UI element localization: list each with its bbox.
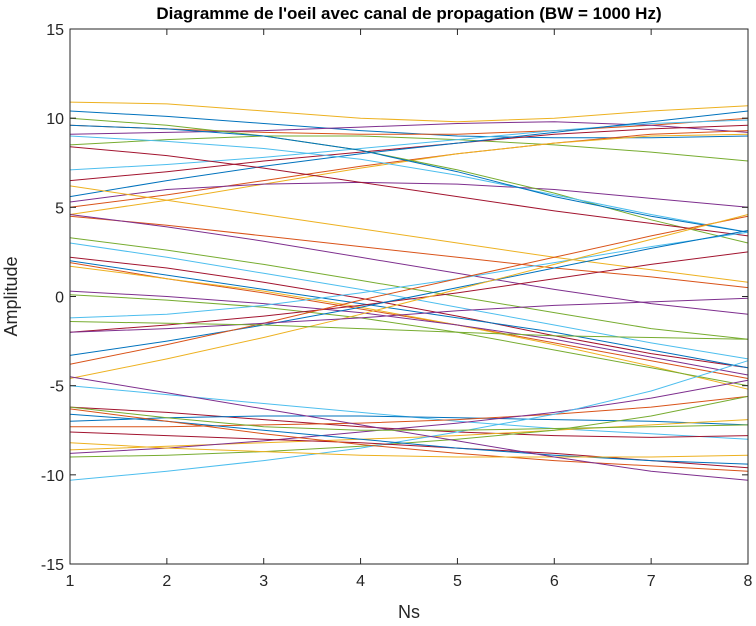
trace-line-21 (69, 256, 749, 369)
y-tick-label: 15 (46, 22, 64, 39)
trace-line-2 (69, 117, 749, 135)
trace-line-1 (69, 110, 749, 139)
trace-line-3 (69, 101, 749, 123)
trace-line-6 (69, 119, 749, 171)
trace-line-43 (69, 413, 749, 465)
y-tick-label: 0 (55, 290, 64, 307)
x-tick-label: 2 (162, 573, 171, 590)
trace-group (69, 101, 749, 481)
trace-line-19 (69, 237, 749, 340)
trace-line-35 (69, 406, 749, 438)
x-tick-label: 6 (550, 573, 559, 590)
x-tick-label: 1 (66, 573, 75, 590)
x-axis: 1 2 3 4 5 6 7 8 (66, 29, 753, 590)
trace-line-31 (69, 214, 749, 379)
trace-line-7 (69, 124, 749, 182)
x-tick-label: 4 (356, 573, 365, 590)
trace-line-30 (69, 215, 749, 365)
trace-line-25 (69, 290, 749, 376)
chart-title: Diagramme de l'oeil avec canal de propag… (156, 4, 661, 23)
trace-line-11 (69, 181, 749, 208)
x-axis-label: Ns (398, 602, 420, 622)
y-tick-label: 10 (46, 111, 64, 128)
trace-line-14 (69, 146, 749, 237)
trace-line-41 (69, 360, 749, 481)
trace-line-24 (69, 265, 749, 390)
trace-line-39 (69, 379, 749, 454)
y-axis: 15 10 5 0 -5 -10 -15 (41, 22, 748, 574)
trace-line-32 (69, 297, 749, 333)
trace-line-5 (69, 135, 749, 162)
trace-line-22 (69, 260, 749, 369)
x-tick-label: 7 (647, 573, 656, 590)
trace-line-38 (69, 419, 749, 451)
y-tick-label: -5 (50, 379, 64, 396)
trace-line-16 (69, 215, 749, 289)
trace-line-13 (69, 135, 749, 233)
trace-line-18 (69, 214, 749, 315)
trace-line-33 (69, 321, 749, 340)
trace-line-45 (69, 442, 749, 458)
trace-line-36 (69, 415, 749, 426)
x-tick-label: 5 (453, 573, 462, 590)
x-tick-label: 8 (744, 573, 753, 590)
plot-area-background (70, 29, 748, 564)
x-tick-label: 3 (259, 573, 268, 590)
trace-line-17 (69, 185, 749, 283)
trace-line-44 (69, 408, 749, 472)
trace-line-47 (69, 406, 749, 431)
trace-line-27 (69, 231, 749, 319)
trace-line-37 (70, 395, 749, 428)
trace-line-40 (69, 395, 749, 458)
trace-line-8 (69, 110, 749, 198)
trace-line-15 (69, 124, 749, 233)
trace-line-26 (69, 294, 749, 387)
trace-line-20 (69, 242, 749, 360)
trace-line-46 (69, 376, 749, 481)
y-tick-label: 5 (55, 200, 64, 217)
y-axis-label: Amplitude (1, 256, 21, 336)
trace-line-29 (69, 230, 749, 356)
y-tick-label: -15 (41, 557, 64, 574)
trace-line-12 (69, 117, 749, 244)
y-tick-label: -10 (41, 468, 64, 485)
